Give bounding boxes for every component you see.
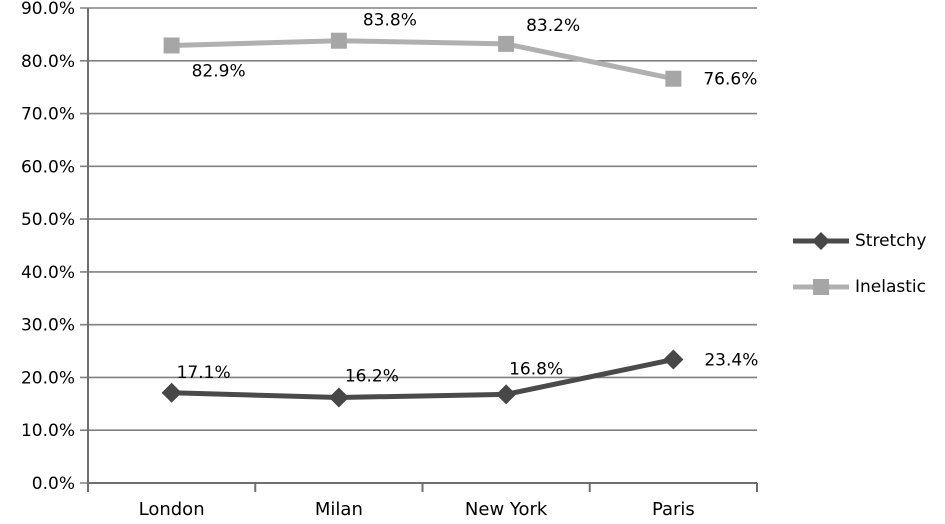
chart-legend: Stretchy Inelastic bbox=[790, 229, 926, 298]
marker-stretchy-2 bbox=[496, 384, 517, 405]
x-category-label: London bbox=[139, 499, 205, 520]
legend-diamond-stretchy bbox=[812, 231, 830, 250]
x-category-label: Paris bbox=[652, 499, 695, 520]
marker-inelastic-2 bbox=[498, 35, 515, 52]
marker-stretchy-3 bbox=[663, 349, 684, 370]
series-line-stretchy bbox=[169, 357, 676, 400]
data-label-stretchy-0: 17.1% bbox=[177, 363, 231, 383]
data-label-inelastic-0: 82.9% bbox=[192, 61, 246, 81]
y-tick-label: 80.0% bbox=[21, 52, 75, 72]
y-tick-label: 60.0% bbox=[21, 157, 75, 177]
x-category-label: New York bbox=[465, 499, 548, 520]
y-tick-label: 10.0% bbox=[21, 421, 75, 441]
marker-inelastic-0 bbox=[163, 37, 180, 54]
x-category-label: Milan bbox=[315, 499, 363, 520]
data-label-stretchy-2: 16.8% bbox=[509, 359, 563, 379]
marker-stretchy-1 bbox=[328, 387, 349, 408]
y-tick-label: 70.0% bbox=[21, 105, 75, 125]
legend-label-stretchy: Stretchy bbox=[855, 230, 927, 251]
series-line-inelastic bbox=[169, 38, 676, 82]
y-tick-label: 0.0% bbox=[32, 474, 75, 494]
data-label-stretchy-1: 16.2% bbox=[345, 367, 399, 387]
y-tick-label: 90.0% bbox=[21, 0, 75, 19]
legend-marker-stretchy-icon bbox=[793, 231, 849, 250]
y-tick-label: 40.0% bbox=[21, 263, 75, 283]
data-label-stretchy-3: 23.4% bbox=[704, 351, 758, 371]
legend-label-inelastic: Inelastic bbox=[855, 276, 926, 297]
marker-inelastic-1 bbox=[330, 32, 347, 49]
data-label-inelastic-1: 83.8% bbox=[363, 11, 417, 31]
legend-item-inelastic: Inelastic bbox=[790, 275, 926, 298]
y-tick-label: 20.0% bbox=[21, 368, 75, 388]
data-label-inelastic-3: 76.6% bbox=[703, 70, 757, 90]
marker-inelastic-3 bbox=[665, 70, 682, 87]
legend-square-inelastic bbox=[813, 278, 829, 295]
legend-item-stretchy: Stretchy bbox=[790, 229, 926, 252]
legend-marker-inelastic-icon bbox=[793, 278, 849, 295]
data-label-inelastic-2: 83.2% bbox=[526, 16, 580, 36]
y-tick-label: 30.0% bbox=[21, 316, 75, 336]
y-tick-label: 50.0% bbox=[21, 210, 75, 230]
marker-stretchy-0 bbox=[161, 382, 182, 403]
